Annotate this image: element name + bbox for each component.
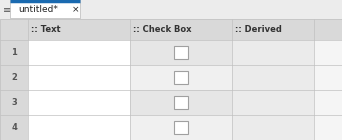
- Bar: [0, 0, 342, 19]
- Bar: [0, 19, 342, 40]
- Text: :: Text: :: Text: [31, 25, 61, 34]
- Bar: [28, 40, 130, 65]
- Text: 1: 1: [11, 48, 17, 57]
- Text: 4: 4: [11, 123, 17, 132]
- Bar: [0, 90, 28, 115]
- Text: :: Derived: :: Derived: [235, 25, 281, 34]
- Text: 2: 2: [11, 73, 17, 82]
- Bar: [130, 115, 232, 140]
- Text: ≡: ≡: [3, 5, 12, 15]
- Bar: [232, 90, 314, 115]
- Bar: [174, 121, 188, 134]
- Bar: [232, 65, 314, 90]
- Bar: [10, 0, 80, 18]
- Bar: [232, 115, 314, 140]
- Bar: [232, 40, 314, 65]
- Bar: [174, 96, 188, 109]
- Bar: [0, 115, 28, 140]
- Bar: [0, 40, 28, 65]
- Bar: [28, 115, 130, 140]
- Bar: [0, 65, 28, 90]
- Bar: [130, 90, 232, 115]
- Bar: [130, 40, 232, 65]
- Text: untitled*: untitled*: [18, 5, 58, 14]
- Bar: [0, 19, 342, 140]
- Bar: [174, 46, 188, 59]
- Bar: [28, 90, 130, 115]
- Text: 3: 3: [11, 98, 17, 107]
- Bar: [174, 71, 188, 84]
- Bar: [130, 65, 232, 90]
- Text: ×: ×: [72, 5, 79, 14]
- Bar: [28, 65, 130, 90]
- Text: :: Check Box: :: Check Box: [133, 25, 191, 34]
